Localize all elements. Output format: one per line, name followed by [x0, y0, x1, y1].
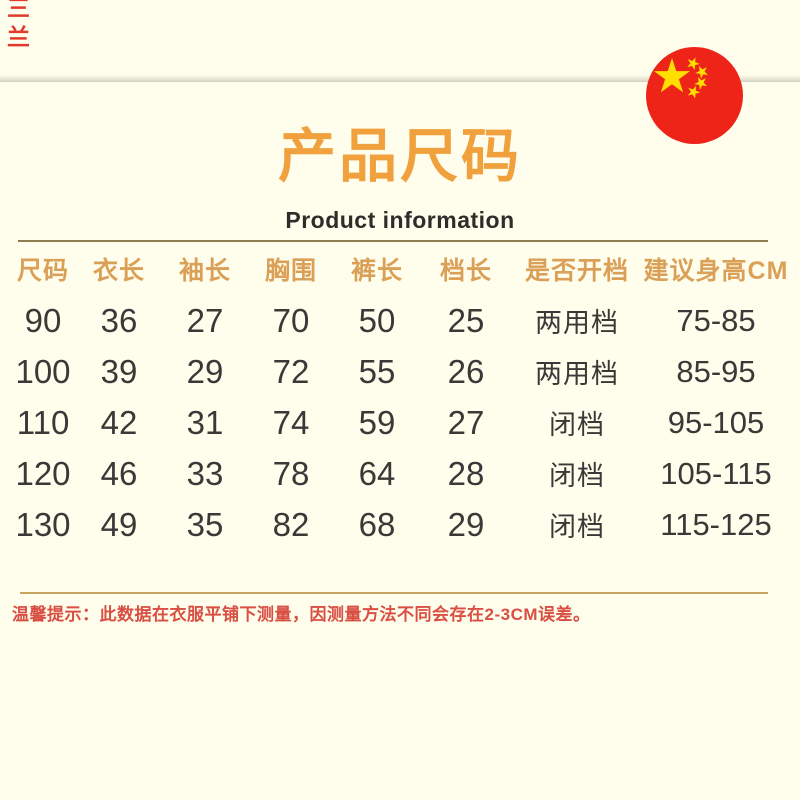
table-cell: 72 — [272, 352, 310, 390]
table-cell: 74 — [272, 403, 310, 441]
table-cell: 70 — [272, 301, 310, 339]
corner-watermark-line1: 三 — [7, 0, 31, 21]
table-cell: 35 — [186, 505, 224, 543]
table-cell: 28 — [447, 454, 485, 492]
column-header-height: 建议身高CM — [643, 256, 789, 285]
table-row: 130 49 35 82 68 29 闭档 115-125 — [10, 499, 790, 550]
table-cell: 26 — [447, 352, 485, 390]
measurement-note: 温馨提示：此数据在衣服平铺下测量，因测量方法不同会存在2-3CM误差。 — [12, 605, 591, 624]
table-cell: 33 — [186, 454, 224, 492]
column-header-size: 尺码 — [16, 256, 69, 285]
column-header-pants-length: 裤长 — [350, 256, 403, 285]
china-flag-badge — [646, 47, 743, 144]
corner-watermark: 三 兰 — [7, 0, 31, 52]
table-cell: 闭档 — [549, 512, 605, 542]
table-cell: 64 — [358, 454, 396, 492]
table-cell: 31 — [186, 403, 224, 441]
page-subtitle: Product information — [285, 207, 515, 233]
table-cell: 49 — [100, 505, 138, 543]
column-header-clothes-length: 衣长 — [92, 256, 145, 285]
table-cell: 82 — [272, 505, 310, 543]
column-header-crotch-length: 档长 — [439, 256, 492, 285]
table-cell: 90 — [24, 301, 62, 339]
china-flag-icon — [646, 47, 743, 144]
table-row: 110 42 31 74 59 27 闭档 95-105 — [10, 397, 790, 448]
table-cell: 两用档 — [535, 308, 619, 338]
page-title: 产品尺码 — [277, 124, 522, 189]
table-cell: 25 — [447, 301, 485, 339]
corner-watermark-line2: 兰 — [7, 24, 31, 50]
table-cell: 39 — [100, 352, 138, 390]
table-row: 100 39 29 72 55 26 两用档 85-95 — [10, 346, 790, 397]
table-cell: 两用档 — [535, 359, 619, 389]
table-cell: 50 — [358, 301, 396, 339]
column-header-open-crotch: 是否开档 — [524, 256, 629, 285]
table-cell: 55 — [358, 352, 396, 390]
table-cell: 29 — [186, 352, 224, 390]
table-cell: 105-115 — [660, 455, 772, 491]
table-cell: 42 — [100, 403, 138, 441]
table-cell: 95-105 — [667, 404, 765, 440]
table-cell: 闭档 — [549, 410, 605, 440]
table-cell: 85-95 — [676, 353, 756, 389]
table-cell: 闭档 — [549, 461, 605, 491]
table-cell: 110 — [16, 403, 70, 441]
table-cell: 59 — [358, 403, 396, 441]
table-cell: 130 — [15, 505, 71, 543]
table-top-rule — [18, 240, 768, 242]
top-divider-line — [0, 75, 800, 82]
table-cell: 27 — [186, 301, 224, 339]
table-cell: 100 — [15, 352, 71, 390]
table-cell: 75-85 — [676, 302, 756, 338]
table-cell: 78 — [272, 454, 310, 492]
table-cell: 46 — [100, 454, 138, 492]
table-cell: 68 — [358, 505, 396, 543]
column-header-sleeve-length: 袖长 — [178, 256, 231, 285]
table-cell: 115-125 — [660, 506, 772, 542]
table-cell: 27 — [447, 403, 485, 441]
table-row: 120 46 33 78 64 28 闭档 105-115 — [10, 448, 790, 499]
size-chart-table: 尺码 衣长 袖长 胸围 裤长 档长 是否开档 建议身高CM 90 36 27 7… — [10, 242, 790, 550]
table-row: 90 36 27 70 50 25 两用档 75-85 — [10, 295, 790, 346]
table-header-row: 尺码 衣长 袖长 胸围 裤长 档长 是否开档 建议身高CM — [10, 242, 790, 295]
column-header-chest: 胸围 — [264, 256, 317, 285]
table-cell: 29 — [447, 505, 485, 543]
note-divider-line — [20, 592, 768, 594]
table-cell: 120 — [15, 454, 71, 492]
table-cell: 36 — [100, 301, 138, 339]
